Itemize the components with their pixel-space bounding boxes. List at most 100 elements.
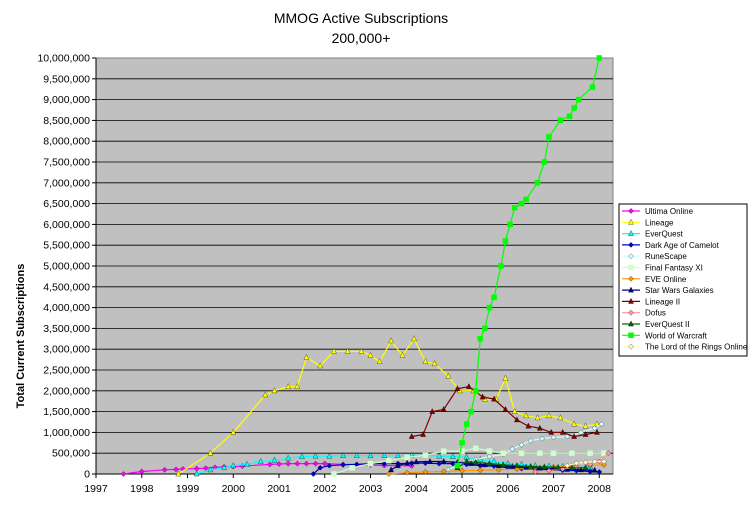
data-point-dark-age-of-camelot <box>596 469 603 475</box>
data-point-final-fantasy-xi <box>518 450 525 456</box>
data-point-everquest-ii <box>582 464 589 471</box>
data-point-eve-online <box>422 469 429 475</box>
legend-marker <box>628 343 634 350</box>
data-point-final-fantasy-xi <box>386 457 392 464</box>
y-tick-label: 5,000,000 <box>43 261 90 273</box>
data-point-everquest-ii <box>486 460 493 466</box>
data-point-world-of-warcraft <box>541 159 548 165</box>
data-point-lineage <box>294 383 301 389</box>
legend-item-dofus: Dofus <box>622 309 666 318</box>
data-point-lineage <box>388 337 394 344</box>
series-lineage-ii <box>408 383 600 439</box>
data-point-world-of-warcraft <box>502 238 509 244</box>
data-point-dark-age-of-camelot <box>310 471 317 477</box>
data-point-star-wars-galaxies <box>468 460 475 466</box>
x-tick-label: 2000 <box>222 483 246 495</box>
data-point-dofus <box>573 464 580 470</box>
data-point-dark-age-of-camelot <box>436 460 442 467</box>
data-point-star-wars-galaxies <box>413 458 420 465</box>
data-point-dark-age-of-camelot <box>340 462 346 468</box>
y-tick-label: 1,500,000 <box>43 406 90 418</box>
data-point-final-fantasy-xi <box>550 450 557 456</box>
data-point-star-wars-galaxies <box>427 458 433 464</box>
data-point-dofus <box>605 450 612 457</box>
x-tick-label: 2006 <box>496 483 520 495</box>
legend-label: Dofus <box>645 309 666 318</box>
legend-marker <box>628 275 634 282</box>
data-point-dark-age-of-camelot <box>326 462 333 469</box>
data-point-world-of-warcraft <box>511 205 518 211</box>
data-point-ultima-online <box>173 466 179 473</box>
legend-item-everquest-ii: EverQuest II <box>622 320 689 329</box>
data-point-everquest <box>312 452 319 459</box>
data-point-everquest <box>207 466 214 473</box>
data-point-star-wars-galaxies <box>495 462 502 468</box>
legend-label: The Lord of the Rings Online <box>645 343 748 352</box>
data-point-runescape <box>564 433 571 440</box>
data-point-everquest <box>193 470 200 477</box>
legend-marker <box>628 218 634 225</box>
legend-label: RuneScape <box>645 252 687 261</box>
legend-item-final-fantasy-xi: Final Fantasy XI <box>622 264 703 273</box>
data-point-star-wars-galaxies <box>536 464 543 471</box>
data-point-lineage-ii <box>454 385 461 391</box>
data-point-dark-age-of-camelot <box>317 464 323 471</box>
data-point-everquest <box>257 458 264 464</box>
legend-label: World of Warcraft <box>645 331 708 340</box>
data-point-ultima-online <box>303 460 310 467</box>
legend-marker <box>628 253 634 260</box>
series-everquest-ii <box>454 458 589 471</box>
data-point-lineage <box>303 354 310 360</box>
data-point-world-of-warcraft <box>523 196 529 203</box>
data-point-everquest-ii <box>472 458 479 465</box>
data-point-world-of-warcraft <box>491 294 497 300</box>
x-tick-label: 1999 <box>176 483 200 495</box>
data-point-everquest-ii <box>568 464 575 471</box>
data-point-runescape <box>509 446 516 452</box>
x-tick-label: 2004 <box>405 483 429 495</box>
data-point-lineage <box>534 414 541 421</box>
data-point-lineage-ii <box>491 395 497 402</box>
data-point-runescape <box>591 425 598 432</box>
data-point-runescape <box>527 437 534 444</box>
data-point-final-fantasy-xi <box>569 450 575 456</box>
data-point-everquest <box>230 462 237 468</box>
legend-marker <box>628 320 634 327</box>
data-point-lineage-ii <box>571 433 577 439</box>
y-tick-label: 8,500,000 <box>43 115 90 127</box>
y-tick-label: 9,500,000 <box>43 73 90 85</box>
data-point-runescape <box>598 421 605 427</box>
data-point-lineage <box>207 449 214 456</box>
data-point-everquest <box>299 453 305 459</box>
data-point-final-fantasy-xi <box>537 450 543 456</box>
data-point-everquest <box>436 452 442 459</box>
data-point-star-wars-galaxies <box>395 462 401 468</box>
data-point-lineage-ii <box>408 433 415 439</box>
data-point-eve-online <box>477 467 484 474</box>
data-point-final-fantasy-xi <box>459 448 465 454</box>
data-point-ultima-online <box>120 471 127 477</box>
data-point-lineage <box>422 358 429 364</box>
data-point-the-lord-of-the-rings-online <box>573 460 580 466</box>
data-point-everquest <box>367 452 374 458</box>
data-point-world-of-warcraft <box>507 221 513 228</box>
legend-item-everquest: EverQuest <box>622 230 684 239</box>
data-point-everquest <box>450 453 456 459</box>
data-point-everquest-ii <box>555 463 561 470</box>
data-point-eve-online <box>386 471 392 477</box>
series-final-fantasy-xi <box>331 445 607 477</box>
y-tick-label: 500,000 <box>52 448 90 460</box>
data-point-ultima-online <box>161 467 168 473</box>
data-point-the-lord-of-the-rings-online <box>601 458 607 465</box>
x-tick-label: 2003 <box>359 483 383 495</box>
data-point-everquest <box>395 452 401 458</box>
legend-label: EverQuest II <box>645 320 689 329</box>
data-point-runescape <box>518 442 525 448</box>
data-point-eve-online <box>404 469 410 476</box>
data-point-runescape <box>486 453 493 460</box>
data-point-the-lord-of-the-rings-online <box>582 459 589 466</box>
data-point-star-wars-galaxies <box>591 466 598 473</box>
data-point-lineage-ii <box>429 408 436 414</box>
